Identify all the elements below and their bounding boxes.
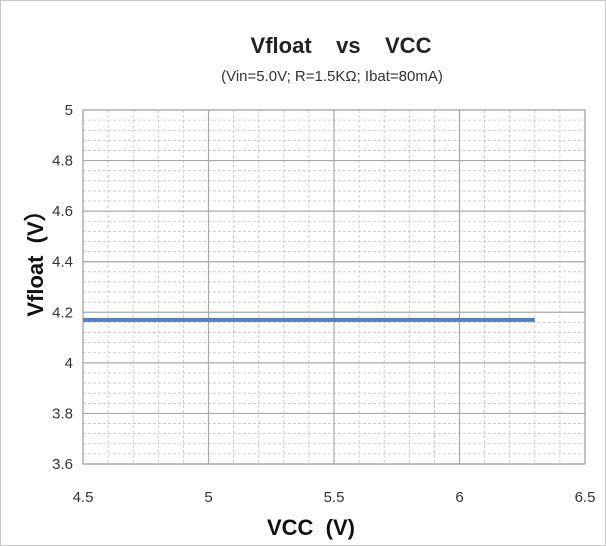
- y-tick-label: 3.6: [52, 456, 73, 473]
- y-tick-label: 3.8: [52, 405, 73, 422]
- chart-title: Vfloat vs VCC: [251, 33, 432, 58]
- x-axis-ticks: 4.5 5 5.5 6 6.5: [73, 489, 596, 506]
- y-tick-label: 4.6: [52, 203, 73, 220]
- grid-layer: [82, 109, 586, 465]
- x-tick-label: 4.5: [73, 489, 94, 506]
- x-tick-label: 5: [204, 489, 212, 506]
- x-tick-label: 6.5: [575, 489, 596, 506]
- x-tick-label: 5.5: [324, 489, 345, 506]
- y-tick-label: 4: [65, 355, 73, 372]
- y-axis-ticks: 3.6 3.8 4 4.2 4.4 4.6 4.8 5: [52, 102, 73, 473]
- y-axis-title: Vfloat (V）: [23, 199, 48, 316]
- y-tick-label: 4.4: [52, 254, 73, 271]
- x-tick-label: 6: [455, 489, 463, 506]
- y-tick-label: 4.8: [52, 153, 73, 170]
- plot-area-border: [82, 109, 586, 465]
- y-tick-label: 4.2: [52, 304, 73, 321]
- x-axis-title: VCC (V): [267, 515, 355, 540]
- chart-subtitle: (Vin=5.0V; R=1.5KΩ; Ibat=80mA): [221, 68, 443, 85]
- y-tick-label: 5: [65, 102, 73, 119]
